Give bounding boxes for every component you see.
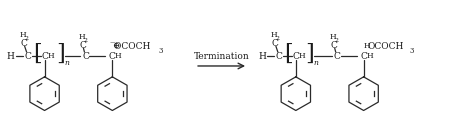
Text: C: C (272, 39, 278, 48)
Text: H: H (258, 52, 266, 61)
Text: ̅OCOCH: ̅OCOCH (114, 42, 151, 51)
Text: C: C (360, 52, 367, 61)
Text: 2: 2 (25, 36, 28, 41)
Text: ]: ] (56, 43, 65, 65)
Text: H: H (271, 31, 277, 39)
Text: n: n (64, 59, 69, 67)
Text: C: C (275, 52, 283, 61)
Text: H: H (299, 52, 305, 60)
Text: Termination: Termination (194, 52, 249, 61)
Text: C: C (333, 52, 340, 61)
Text: OCOCH: OCOCH (367, 42, 404, 51)
Text: ⊕: ⊕ (112, 42, 119, 50)
Text: H: H (78, 33, 85, 41)
Text: H: H (329, 33, 336, 41)
Text: 2: 2 (335, 38, 339, 43)
Text: C: C (79, 41, 86, 50)
Text: H: H (19, 31, 26, 39)
Text: 2: 2 (83, 38, 87, 43)
Text: [: [ (33, 43, 42, 65)
Text: H: H (366, 52, 373, 60)
Text: C: C (20, 39, 27, 48)
Text: C: C (109, 52, 116, 61)
Text: C: C (41, 52, 48, 61)
Text: 3: 3 (410, 47, 414, 55)
Text: H: H (115, 52, 122, 60)
Text: [: [ (284, 43, 293, 65)
Text: C: C (82, 52, 89, 61)
Text: H: H (363, 42, 370, 50)
Text: ]: ] (305, 43, 314, 65)
Text: H: H (47, 52, 54, 60)
Text: C: C (330, 41, 337, 50)
Text: n: n (313, 59, 318, 67)
Text: 3: 3 (158, 47, 163, 55)
Text: H: H (7, 52, 15, 61)
Text: C: C (24, 52, 31, 61)
Text: C: C (292, 52, 299, 61)
Text: 2: 2 (276, 36, 280, 41)
